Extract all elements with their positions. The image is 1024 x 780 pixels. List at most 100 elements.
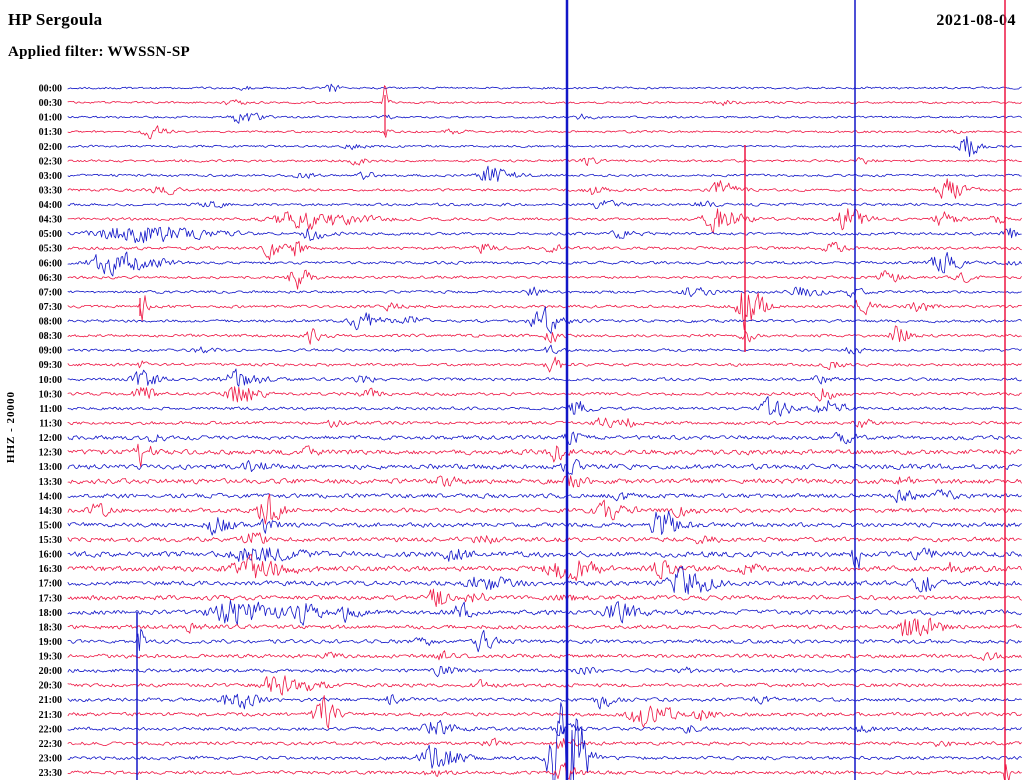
trace-10:30: [67, 386, 1022, 403]
time-label: 20:30: [39, 681, 62, 692]
time-label: 01:00: [39, 113, 62, 124]
time-label: 00:30: [39, 98, 62, 109]
trace-05:30: [67, 241, 1022, 261]
time-label: 01:30: [39, 127, 62, 138]
time-label: 14:00: [39, 491, 62, 502]
trace-08:00: [67, 306, 1022, 334]
filter-label: Applied filter: WWSSN-SP: [8, 44, 190, 60]
time-label: 06:30: [39, 273, 62, 284]
time-label: 07:30: [39, 302, 62, 313]
time-label: 18:00: [39, 608, 62, 619]
trace-16:00: [67, 547, 1022, 569]
trace-09:00: [67, 344, 1022, 355]
trace-06:00: [67, 251, 1022, 277]
trace-04:30: [67, 208, 1022, 234]
time-label: 16:00: [39, 550, 62, 561]
trace-09:30: [67, 356, 1022, 373]
time-label: 08:00: [39, 317, 62, 328]
time-label: 23:30: [39, 768, 62, 779]
time-label: 12:30: [39, 448, 62, 459]
time-label: 23:00: [39, 753, 62, 764]
time-label: 05:30: [39, 244, 62, 255]
trace-02:30: [67, 157, 1022, 166]
trace-00:30: [67, 85, 1022, 107]
time-label: 13:00: [39, 462, 62, 473]
trace-21:30: [67, 695, 1022, 729]
trace-23:30: [67, 762, 1022, 780]
trace-17:30: [67, 588, 1022, 608]
y-axis-label: HHZ - 20000: [5, 391, 17, 463]
time-label: 00:00: [39, 84, 62, 95]
time-label: 11:00: [39, 404, 62, 415]
date-label: 2021-08-04: [936, 12, 1016, 29]
time-label: 07:00: [39, 287, 62, 298]
trace-22:00: [67, 719, 1022, 737]
trace-04:00: [67, 199, 1022, 210]
trace-07:30: [67, 292, 1022, 331]
trace-18:30: [67, 617, 1022, 637]
time-label: 06:00: [39, 258, 62, 269]
time-label: 02:00: [39, 142, 62, 153]
trace-12:30: [67, 443, 1022, 468]
time-label: 10:30: [39, 389, 62, 400]
time-label: 19:00: [39, 637, 62, 648]
time-label: 17:00: [39, 579, 62, 590]
time-label: 14:30: [39, 506, 62, 517]
time-label: 20:00: [39, 666, 62, 677]
trace-11:30: [67, 417, 1022, 428]
time-label: 22:00: [39, 724, 62, 735]
time-label: 09:00: [39, 346, 62, 357]
trace-14:30: [67, 493, 1022, 525]
time-label: 13:30: [39, 477, 62, 488]
trace-13:00: [67, 458, 1022, 475]
trace-20:00: [67, 666, 1022, 678]
trace-03:30: [67, 178, 1022, 199]
trace-19:00: [67, 628, 1022, 653]
trace-23:00: [67, 702, 1022, 780]
trace-20:30: [67, 675, 1022, 696]
time-label: 16:30: [39, 564, 62, 575]
time-label: 10:00: [39, 375, 62, 386]
trace-17:00: [67, 566, 1022, 595]
time-label: 22:30: [39, 739, 62, 750]
trace-21:00: [67, 693, 1022, 710]
trace-16:30: [67, 554, 1022, 582]
trace-07:00: [67, 286, 1022, 298]
station-title: HP Sergoula: [8, 10, 103, 29]
time-label: 21:30: [39, 710, 62, 721]
trace-02:00: [67, 135, 1022, 157]
trace-03:00: [67, 165, 1022, 182]
trace-10:00: [67, 368, 1022, 387]
trace-18:00: [67, 599, 1022, 626]
time-label: 04:00: [39, 200, 62, 211]
trace-19:30: [67, 650, 1022, 661]
trace-05:00: [67, 226, 1022, 244]
trace-22:30: [67, 737, 1022, 750]
time-label: 15:00: [39, 520, 62, 531]
trace-08:30: [67, 325, 1022, 345]
time-label: 08:30: [39, 331, 62, 342]
trace-15:30: [67, 532, 1022, 545]
trace-11:00: [67, 396, 1022, 417]
time-label: 15:30: [39, 535, 62, 546]
time-label: 09:30: [39, 360, 62, 371]
time-label: 18:30: [39, 622, 62, 633]
time-label: 12:00: [39, 433, 62, 444]
time-label: 21:00: [39, 695, 62, 706]
trace-14:00: [67, 489, 1022, 504]
trace-01:30: [67, 125, 1022, 140]
trace-15:00: [67, 510, 1022, 536]
time-label: 03:00: [39, 171, 62, 182]
trace-06:30: [67, 269, 1022, 290]
time-label: 02:30: [39, 156, 62, 167]
trace-12:00: [67, 431, 1022, 445]
time-label: 19:30: [39, 652, 62, 663]
time-label: 17:30: [39, 593, 62, 604]
time-label: 04:30: [39, 215, 62, 226]
trace-01:00: [67, 112, 1022, 124]
time-label: 11:30: [39, 418, 62, 429]
trace-00:00: [67, 83, 1022, 92]
trace-13:30: [67, 474, 1022, 488]
